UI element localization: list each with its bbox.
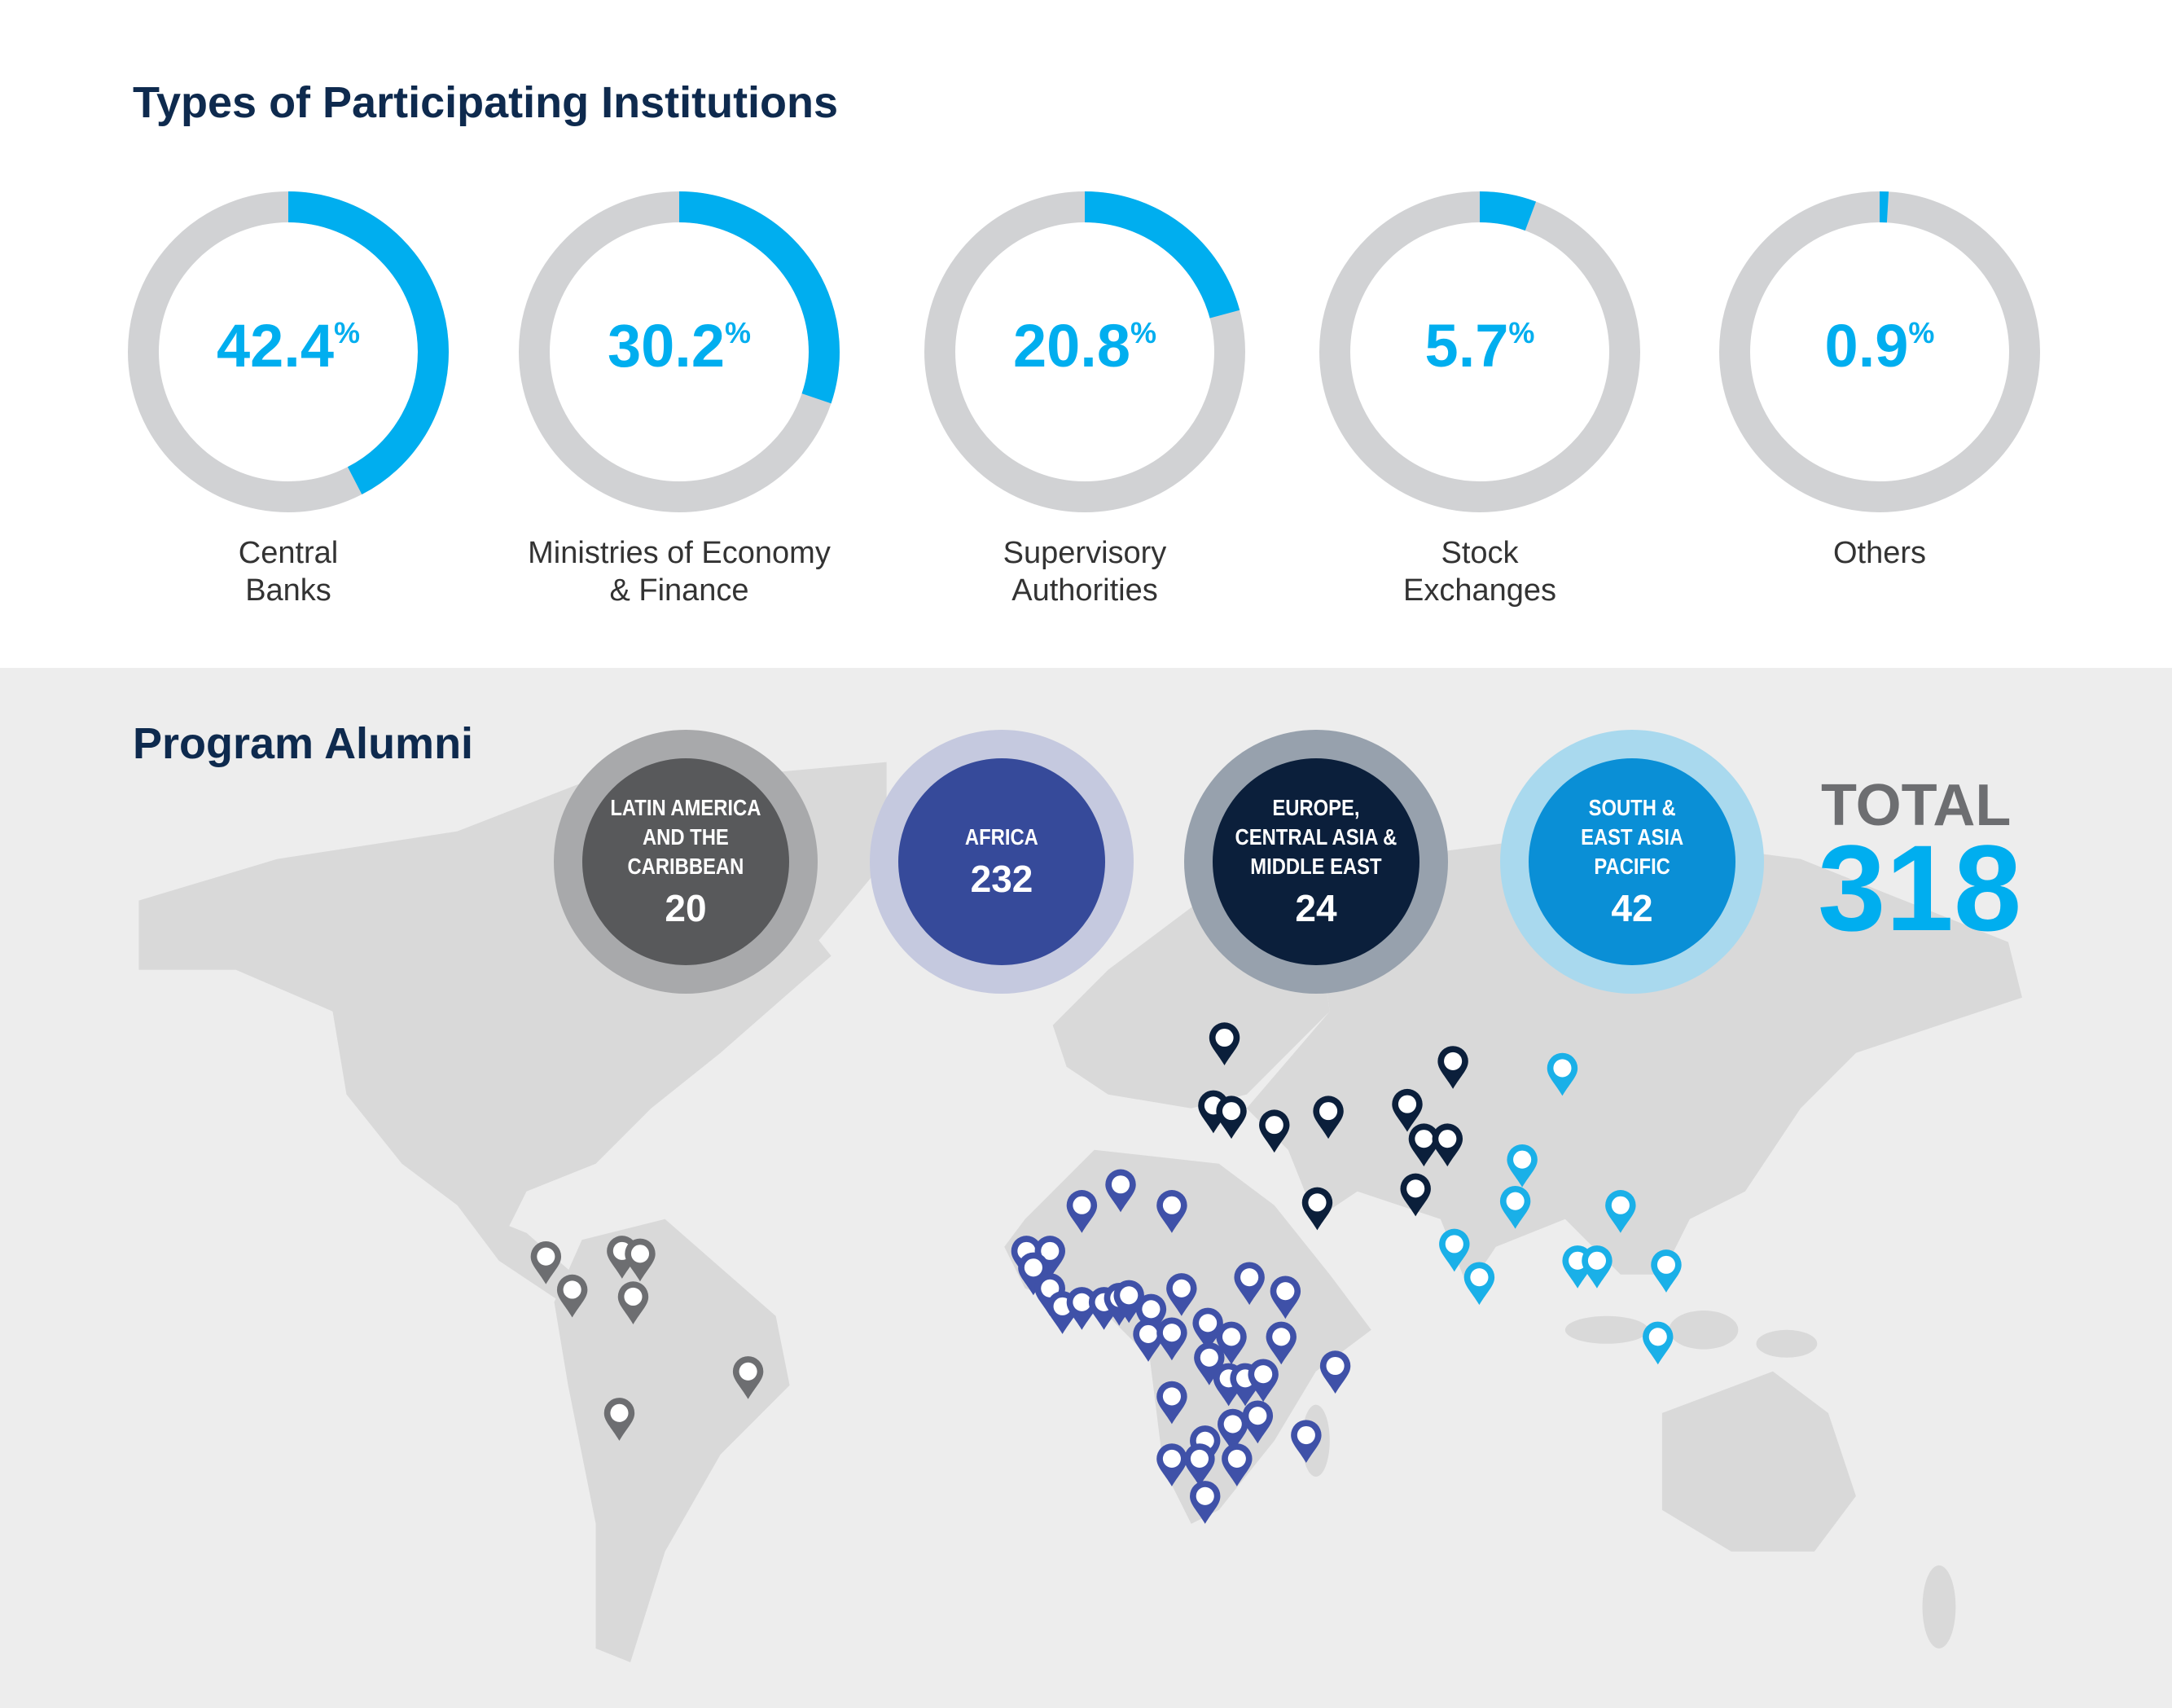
location-pin-icon (556, 1274, 588, 1318)
location-pin-icon (1582, 1245, 1613, 1289)
section-title-institutions: Types of Participating Institutions (133, 78, 839, 127)
donut-value-arc (1319, 191, 1640, 512)
alumni-pins (530, 1022, 1682, 1524)
donut-chart: 30.2% (516, 189, 842, 515)
location-pin-icon (1313, 1095, 1344, 1139)
region-name: AFRICA (965, 824, 1038, 850)
location-pin-icon (1105, 1169, 1136, 1213)
location-pin-icon (603, 1398, 635, 1441)
location-pin-icon (1270, 1276, 1301, 1319)
location-pin-icon (1248, 1359, 1279, 1403)
donut-value-arc (128, 191, 449, 512)
donut-label: Supervisory Authorities (1003, 536, 1167, 608)
location-pin-icon (1507, 1144, 1538, 1188)
donut-value-arc (519, 191, 840, 512)
location-pin-icon (1156, 1443, 1187, 1486)
donut-percent: 20.8% (1012, 312, 1157, 380)
region-bubble: AFRICA 232 (870, 730, 1134, 994)
location-pin-icon (1192, 1307, 1223, 1351)
central-america (457, 1205, 582, 1302)
location-pin-icon (1194, 1342, 1225, 1385)
location-pin-icon (1392, 1088, 1423, 1132)
location-pin-icon (1266, 1321, 1297, 1365)
region-bubble: SOUTH & EAST ASIA PACIFIC 42 (1500, 730, 1764, 994)
location-pin-icon (1439, 1228, 1470, 1272)
donut-value-arc (1719, 191, 2040, 512)
location-pin-icon (1605, 1190, 1636, 1233)
location-pin-icon (1133, 1319, 1164, 1362)
donut-label: Ministries of Economy & Finance (528, 536, 831, 608)
location-pin-icon (1432, 1123, 1463, 1167)
location-pin-icon (732, 1356, 764, 1399)
location-pin-icon (1166, 1273, 1197, 1316)
donut-percent: 0.9% (1824, 312, 1935, 380)
region-name: LATIN AMERICA AND THE CARIBBEAN (610, 795, 761, 879)
location-pin-icon (1234, 1262, 1265, 1306)
region-count: 42 (1611, 887, 1653, 929)
region-count: 20 (665, 887, 707, 929)
donut-chart: 42.4% (125, 189, 451, 515)
region-count: 24 (1295, 887, 1337, 929)
region-bubble: EUROPE, CENTRAL ASIA & MIDDLE EAST 24 (1184, 730, 1448, 994)
location-pin-icon (530, 1240, 562, 1284)
location-pin-icon (1547, 1052, 1578, 1096)
donut-label: Others (1832, 536, 1927, 570)
donut-chart: 0.9% (1717, 189, 2043, 515)
donut-label: Stock Exchanges (1402, 536, 1556, 608)
location-pin-icon (1135, 1293, 1167, 1337)
location-pin-icon (1034, 1273, 1065, 1316)
location-pin-icon (1222, 1443, 1253, 1486)
location-pin-icon (1301, 1187, 1333, 1231)
location-pin-icon (1651, 1249, 1682, 1293)
location-pin-icon (1209, 1022, 1240, 1066)
location-pin-icon (1216, 1321, 1247, 1365)
donut-chart: 5.7% (1317, 189, 1643, 515)
location-pin-icon (1437, 1046, 1468, 1089)
donut-label: Central Banks (238, 536, 339, 608)
australia (1661, 1371, 1856, 1552)
donut-value-arc (924, 191, 1245, 512)
total-label: TOTAL (1821, 773, 2012, 838)
location-pin-icon (617, 1281, 649, 1324)
location-pin-icon (1400, 1173, 1431, 1217)
location-pin-icon (1156, 1381, 1187, 1425)
asia (1246, 831, 2022, 1289)
donut-percent: 30.2% (607, 312, 752, 380)
location-pin-icon (625, 1238, 656, 1282)
location-pin-icon (1291, 1420, 1322, 1464)
location-pin-icon (1184, 1443, 1215, 1486)
section-title-alumni: Program Alumni (133, 719, 474, 768)
south-america (554, 1218, 790, 1662)
region-bubble: LATIN AMERICA AND THE CARIBBEAN 20 (554, 730, 818, 994)
region-name: EUROPE, CENTRAL ASIA & MIDDLE EAST (1235, 795, 1398, 879)
location-pin-icon (1319, 1350, 1351, 1394)
africa (1004, 1149, 1371, 1524)
location-pin-icon (1218, 1408, 1248, 1452)
location-pin-icon (1066, 1190, 1098, 1233)
location-pin-icon (1499, 1185, 1531, 1229)
location-pin-icon (1643, 1321, 1674, 1365)
region-count: 232 (970, 858, 1033, 900)
donut-percent: 42.4% (216, 312, 361, 380)
donut-percent: 5.7% (1424, 312, 1535, 380)
location-pin-icon (1463, 1262, 1495, 1306)
location-pin-icon (1034, 1236, 1065, 1279)
region-name: SOUTH & EAST ASIA PACIFIC (1580, 795, 1684, 879)
location-pin-icon (1156, 1190, 1187, 1233)
location-pin-icon (1156, 1317, 1187, 1361)
location-pin-icon (1242, 1400, 1274, 1444)
location-pin-icon (1408, 1123, 1440, 1167)
donut-chart: 20.8% (922, 189, 1248, 515)
location-pin-icon (1259, 1109, 1290, 1153)
location-pin-icon (1216, 1095, 1247, 1139)
location-pin-icon (1018, 1252, 1049, 1296)
total-value: 318 (1818, 819, 2022, 956)
location-pin-icon (1113, 1280, 1144, 1324)
location-pin-icon (1190, 1481, 1221, 1524)
